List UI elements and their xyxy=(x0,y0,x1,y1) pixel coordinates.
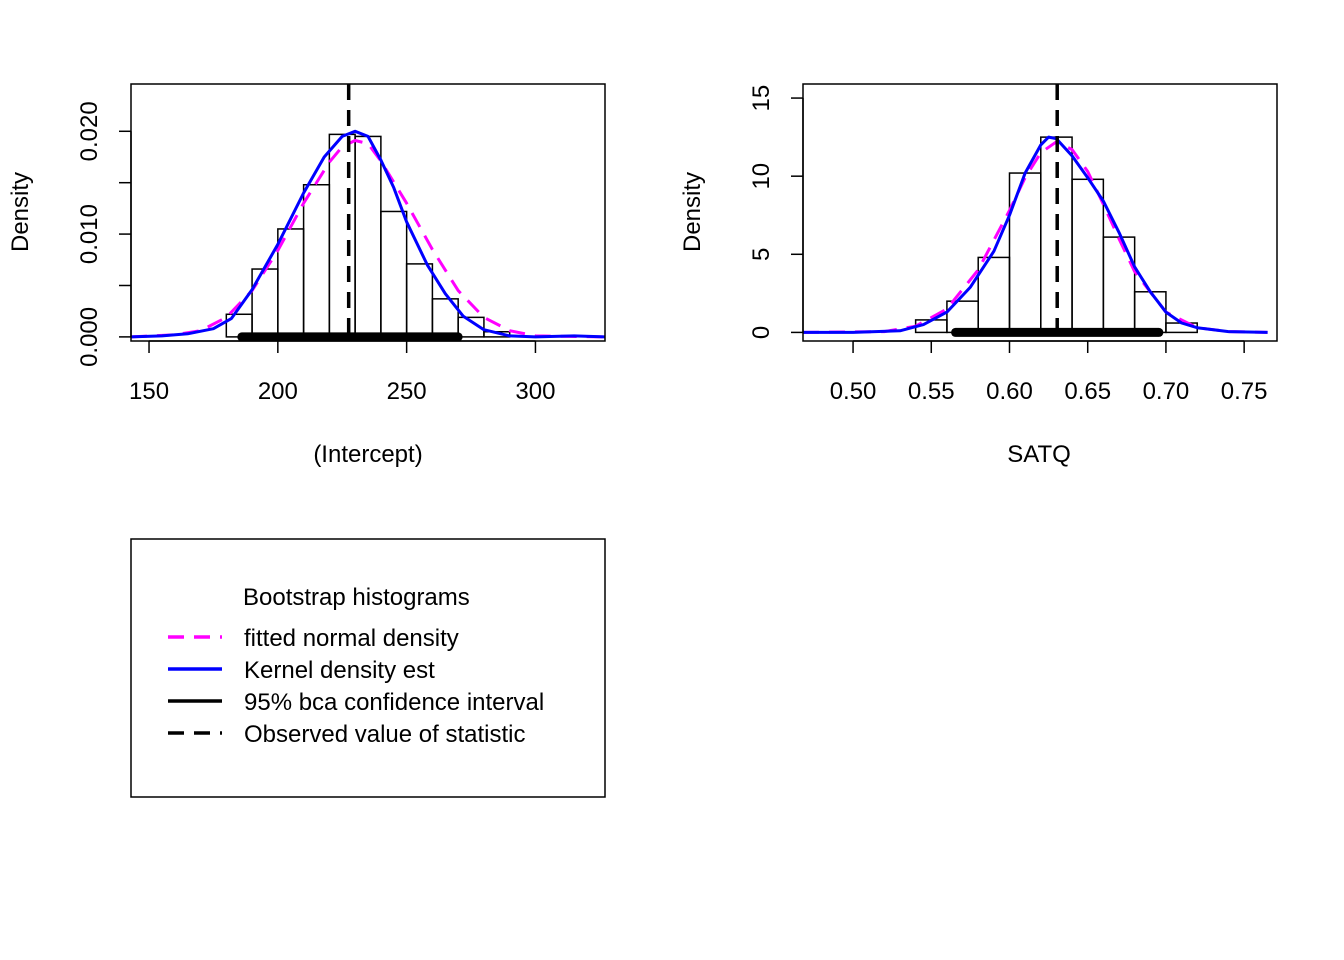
intercept-y-tick-label: 0.010 xyxy=(76,204,103,264)
legend-box xyxy=(130,538,606,798)
satq-hist-bar xyxy=(1102,236,1136,334)
satq-panel: SATQ Density 0.50 0.55 0.60 0.65 0.70 0.75 0 5 1… xyxy=(679,83,1278,468)
satq-y-tick-label: 0 xyxy=(748,326,775,339)
satq-normal-density-line xyxy=(802,140,1268,334)
intercept-plot-frame xyxy=(130,83,606,342)
legend-item-label: 95% bca confidence interval xyxy=(244,689,544,716)
legend: Bootstrap histograms fitted normal densi… xyxy=(130,538,606,798)
intercept-hist-bar xyxy=(405,263,434,338)
satq-hist-bar xyxy=(1133,291,1167,334)
satq-hist-bar xyxy=(1071,178,1105,334)
intercept-y-tick-label: 0.020 xyxy=(76,101,103,161)
legend-item-label: fitted normal density xyxy=(244,625,459,652)
satq-x-tick-label: 0.60 xyxy=(986,378,1033,405)
intercept-y-tick-label: 0.000 xyxy=(76,307,103,367)
intercept-hist-bar xyxy=(302,183,331,338)
intercept-x-tick-label: 300 xyxy=(515,378,555,405)
legend-item-label: Observed value of statistic xyxy=(244,721,525,748)
satq-x-tick-label: 0.50 xyxy=(830,378,877,405)
satq-y-tick-label: 10 xyxy=(748,163,775,190)
satq-xlabel: SATQ xyxy=(1007,441,1071,468)
satq-kernel-density-line xyxy=(803,135,1268,334)
intercept-hist-bar xyxy=(328,133,356,338)
intercept-hist-bar xyxy=(457,316,485,338)
intercept-xlabel: (Intercept) xyxy=(313,441,422,468)
intercept-x-tick-label: 200 xyxy=(258,378,298,405)
intercept-ylabel: Density xyxy=(7,172,34,252)
satq-x-tick-label: 0.75 xyxy=(1221,378,1268,405)
satq-x-tick-label: 0.70 xyxy=(1143,378,1190,405)
intercept-x-tick-label: 250 xyxy=(387,378,427,405)
satq-y-tick-label: 5 xyxy=(748,248,775,261)
intercept-hist-bar xyxy=(251,268,279,338)
legend-item-label: Kernel density est xyxy=(244,657,435,684)
intercept-hist-bar xyxy=(354,135,382,338)
satq-x-tick-label: 0.55 xyxy=(908,378,955,405)
satq-hist-bar xyxy=(1008,172,1042,334)
intercept-hist-bar xyxy=(380,210,408,338)
intercept-kernel-density-line xyxy=(130,129,606,339)
satq-plot-frame xyxy=(802,83,1278,342)
intercept-normal-density-line xyxy=(130,139,606,339)
satq-ylabel: Density xyxy=(679,172,706,252)
satq-y-tick-label: 15 xyxy=(748,85,775,112)
intercept-x-tick-label: 150 xyxy=(129,378,169,405)
intercept-panel: (Intercept) Density 150 200 250 300 0.000 0.0… xyxy=(7,83,606,468)
legend-title: Bootstrap histograms xyxy=(243,584,470,611)
satq-x-tick-label: 0.65 xyxy=(1064,378,1111,405)
